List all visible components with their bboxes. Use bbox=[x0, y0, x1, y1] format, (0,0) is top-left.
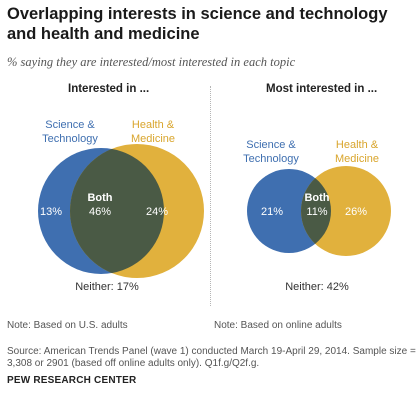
panel-title-interested: Interested in ... bbox=[68, 83, 150, 95]
science-only-value: 13% bbox=[40, 206, 62, 218]
both-label: Both bbox=[87, 192, 112, 204]
science-technology-label-line2: Technology bbox=[243, 153, 299, 165]
health-only-value: 26% bbox=[345, 206, 367, 218]
science-technology-label-line2: Technology bbox=[42, 133, 98, 145]
health-medicine-label-line2: Medicine bbox=[131, 133, 175, 145]
venn-overlap-both bbox=[301, 178, 332, 244]
panel-title-most-interested: Most interested in ... bbox=[266, 83, 378, 95]
venn-most-interested: Science & Technology Health & Medicine 2… bbox=[243, 139, 391, 293]
note-left: Note: Based on U.S. adults bbox=[7, 320, 128, 331]
science-technology-label-line1: Science & bbox=[246, 139, 296, 151]
venn-overlap-both bbox=[69, 148, 165, 274]
health-only-value: 24% bbox=[146, 206, 168, 218]
health-medicine-label-line2: Medicine bbox=[335, 153, 379, 165]
science-technology-label-line1: Science & bbox=[45, 119, 95, 131]
neither-value: Neither: 17% bbox=[75, 281, 139, 293]
science-only-value: 21% bbox=[261, 206, 283, 218]
chart-title: Overlapping interests in science and tec… bbox=[7, 5, 388, 43]
source-note: Source: American Trends Panel (wave 1) c… bbox=[7, 346, 416, 369]
health-medicine-label-line1: Health & bbox=[132, 119, 175, 131]
both-label: Both bbox=[304, 192, 329, 204]
neither-value: Neither: 42% bbox=[285, 281, 349, 293]
chart-subtitle: % saying they are interested/most intere… bbox=[7, 55, 296, 69]
health-medicine-label-line1: Health & bbox=[336, 139, 379, 151]
venn-interested: Science & Technology Health & Medicine 1… bbox=[38, 119, 204, 293]
note-right: Note: Based on online adults bbox=[214, 320, 342, 331]
panel-divider bbox=[210, 86, 211, 306]
pew-logo-text: PEW RESEARCH CENTER bbox=[7, 375, 137, 386]
both-value: 46% bbox=[89, 206, 111, 218]
both-value: 11% bbox=[306, 206, 327, 218]
